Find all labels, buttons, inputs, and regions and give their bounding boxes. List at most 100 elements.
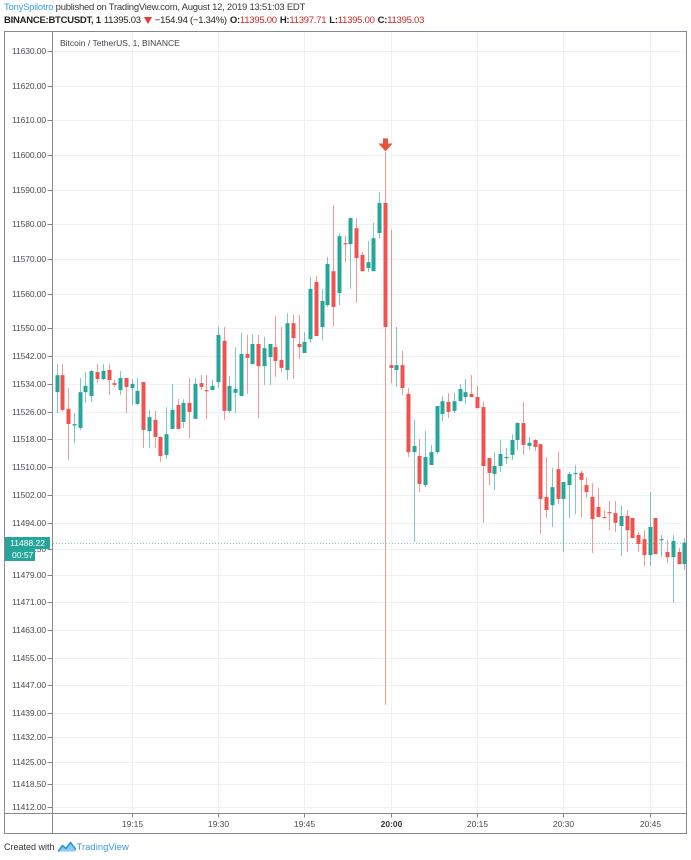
close-value: 11395.03: [387, 15, 425, 26]
candle-up: [348, 217, 353, 289]
arrow-down-marker-icon[interactable]: [378, 138, 393, 152]
candle-body: [625, 515, 630, 531]
candle-down: [297, 314, 302, 359]
symbol-label: BINANCE:BTCUSDT, 1: [4, 15, 101, 26]
candle-body: [440, 401, 445, 415]
candle-down: [556, 452, 561, 505]
candle-down: [314, 276, 319, 337]
candle-up: [83, 372, 88, 403]
price-axis-label: 11600.00: [11, 149, 46, 160]
candle-up: [147, 409, 152, 448]
candle-body: [55, 375, 60, 393]
candle-down: [95, 364, 100, 384]
candle-up: [377, 192, 382, 239]
candle-up: [89, 369, 94, 402]
candle-up: [659, 534, 664, 558]
candle-body: [135, 390, 140, 404]
candle-body: [682, 542, 687, 565]
candle-down: [630, 518, 635, 539]
price-axis-label: 11590.00: [11, 184, 46, 195]
candle-body: [153, 419, 158, 437]
candle-down: [590, 482, 595, 554]
candle-body: [239, 354, 244, 396]
candle-down: [256, 334, 261, 419]
candle-body: [308, 288, 313, 340]
candle-up: [366, 241, 371, 272]
candle-up: [527, 436, 532, 451]
candle-body: [176, 404, 181, 429]
candle-down: [538, 444, 543, 534]
candle-down: [222, 326, 227, 420]
candle-body: [648, 527, 653, 556]
price-axis-label: 11534.00: [11, 378, 46, 389]
candle-body: [366, 262, 371, 269]
candle-body: [400, 365, 405, 389]
candle-down: [204, 374, 209, 419]
price-axis-label: 11580.00: [11, 218, 46, 229]
candle-down: [596, 487, 601, 517]
candle-up: [567, 471, 572, 519]
candle-body: [515, 423, 520, 441]
price-axis-label: 11455.00: [11, 652, 46, 663]
time-axis-label: 20:30: [552, 819, 575, 829]
candle-body: [66, 408, 71, 425]
candle-body: [613, 513, 618, 523]
candle-up: [210, 380, 215, 391]
candle-down: [642, 530, 647, 566]
candle-body: [619, 515, 624, 526]
price-axis-label: 11570.00: [11, 253, 46, 264]
candle-up: [619, 505, 624, 557]
candle-body: [487, 458, 492, 473]
candle-down: [677, 548, 682, 565]
candle-body: [383, 202, 388, 327]
candle-body: [371, 238, 376, 272]
candle-body: [475, 397, 480, 409]
candle-down: [107, 364, 112, 395]
candle-body: [60, 375, 65, 410]
candle-body: [452, 401, 457, 411]
tradingview-brand-link[interactable]: TradingView: [76, 842, 129, 853]
candle-down: [153, 410, 158, 448]
candle-body: [107, 369, 112, 381]
candle-body: [510, 440, 515, 455]
candle-up: [550, 468, 555, 528]
chart-frame: [4, 31, 687, 834]
candle-down: [360, 252, 365, 272]
candle-body: [607, 512, 612, 514]
candle-down: [625, 510, 630, 552]
candle-down: [521, 401, 526, 455]
candle-down: [584, 477, 589, 498]
candle-body: [446, 401, 451, 412]
candle-up: [164, 407, 169, 460]
time-axis-label: 19:30: [207, 819, 230, 829]
candle-up: [440, 395, 445, 421]
candle-down: [613, 501, 618, 532]
candle-down: [245, 334, 250, 394]
author-link[interactable]: TonySpilotro: [4, 2, 54, 13]
candle-body: [498, 453, 503, 467]
candle-body: [112, 383, 117, 385]
candle-body: [124, 377, 129, 387]
candle-body: [538, 444, 543, 499]
candle-body: [590, 496, 595, 520]
grid: [53, 32, 686, 813]
candle-body: [130, 383, 135, 389]
price-axis-label: 11610.00: [11, 114, 46, 125]
price-axis-label: 11542.00: [11, 350, 46, 361]
candle-body: [170, 409, 175, 429]
price-axis-label: 11630.00: [11, 45, 46, 56]
candle-body: [285, 323, 290, 370]
candle-down: [469, 374, 474, 398]
price-axis-label: 11620.00: [11, 80, 46, 91]
candle-body: [268, 343, 273, 358]
symbol-info-bar: BINANCE:BTCUSDT, 1 11395.03 −154.94 (−1.34…: [4, 15, 424, 27]
candle-body: [584, 485, 589, 493]
candle-down: [475, 385, 480, 409]
candle-down: [60, 364, 65, 412]
price-axis-label: 11463.00: [11, 624, 46, 635]
candle-up: [371, 223, 376, 272]
candle-up: [412, 419, 417, 542]
candle-body: [297, 343, 302, 348]
candle-up: [55, 364, 60, 413]
